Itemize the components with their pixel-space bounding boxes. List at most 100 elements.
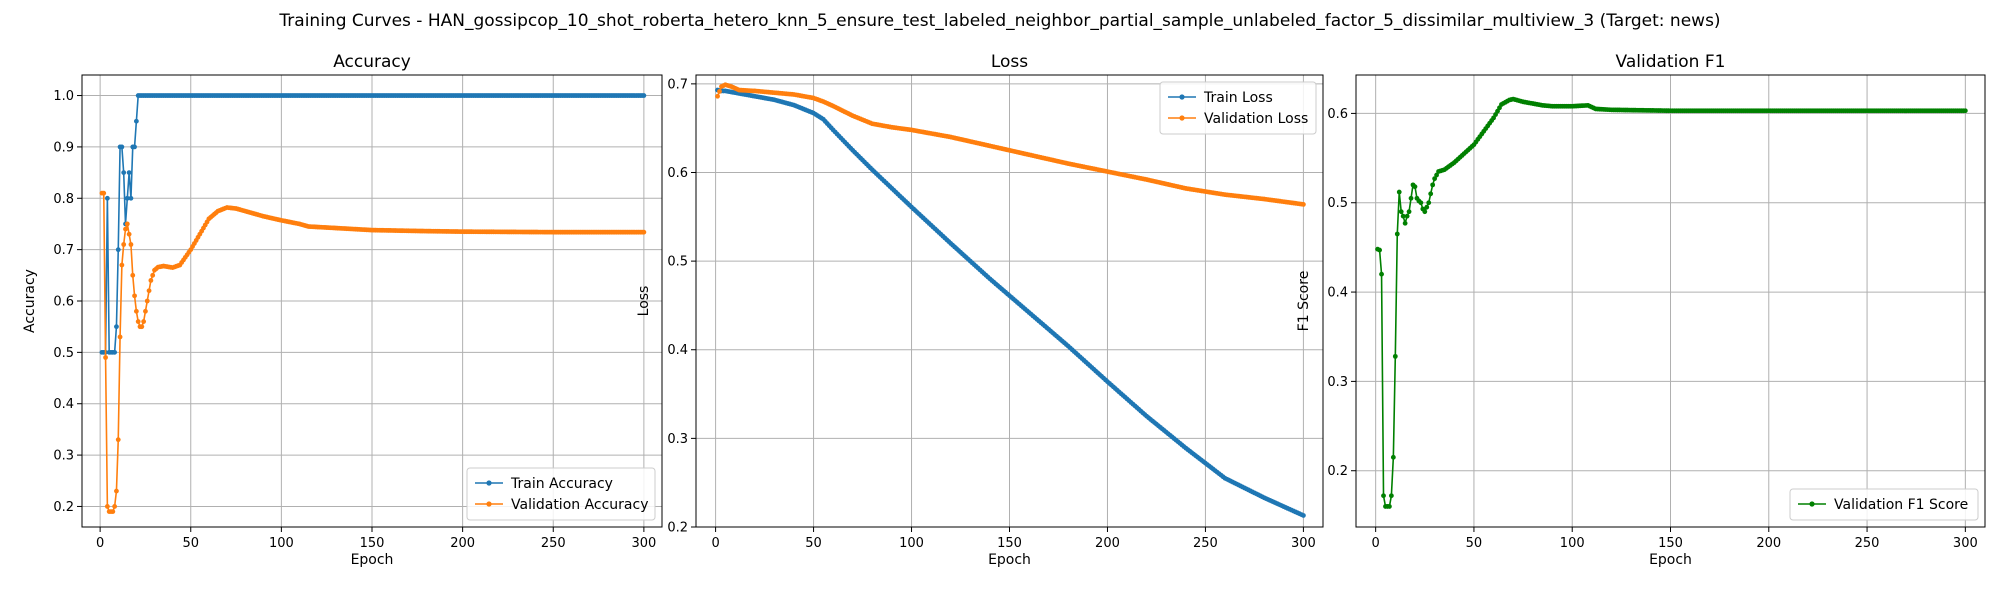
y-tick-label: 0.8 [53,192,74,207]
legend-box [466,467,656,521]
y-tick-label: 0.6 [667,166,688,181]
series-line [1377,98,1966,508]
data-point [1412,184,1418,190]
y-tick-label: 0.7 [667,77,688,92]
data-point [119,144,125,150]
data-point [1402,220,1408,226]
legend-label: Validation F1 Score [1834,497,1968,513]
x-tick-label: 250 [1855,536,1880,551]
legend: Train Accuracy Validation Accuracy [466,467,656,521]
y-tick-label: 0.4 [667,343,688,358]
panel-title: Validation F1 [1616,52,1726,72]
data-point [1426,200,1432,206]
data-point [123,226,128,232]
x-tick-label: 0 [711,536,719,551]
data-point [1434,172,1439,178]
loss-panel: 0 50 100 150 200 250 300 0.2 0.3 0.4 0.5 0.6 0.7 Loss… [636,52,1324,568]
y-tick-label: 0.5 [667,255,688,270]
series-train-loss [715,87,1306,518]
y-tick-label: 0.5 [53,346,74,361]
x-axis-label: Epoch [1649,552,1692,568]
panel-title: Accuracy [333,52,411,72]
series-validation-accuracy [99,190,647,514]
x-tick-label: 50 [1466,536,1483,551]
data-point [1408,195,1414,201]
y-tick-label: 0.9 [53,140,74,155]
data-point [112,504,118,509]
legend-label: Validation Accuracy [511,497,649,513]
data-point [124,195,130,201]
data-point [110,509,116,514]
data-point [143,308,148,314]
figure-title: Training Curves - HAN_gossipcop_10_shot_… [278,11,1720,31]
y-tick-label: 0.3 [53,449,74,464]
data-point [1406,209,1412,215]
data-point [144,298,150,304]
data-point [1301,513,1306,518]
data-point [133,308,139,314]
data-point [119,262,125,268]
data-point [1387,504,1392,509]
series-line [717,89,1304,517]
data-point [132,293,137,299]
data-point [114,488,119,494]
data-point [148,278,154,283]
x-tick-label: 300 [631,536,656,551]
legend: Train Loss Validation Loss [1159,81,1317,135]
x-tick-label: 200 [1095,536,1120,551]
data-point [112,349,118,355]
y-axis-label: Loss [636,286,652,317]
data-point [139,324,145,330]
data-point [1430,182,1436,188]
legend-swatch-marker [1809,501,1815,507]
series-validation-f1-score [1375,96,1968,509]
data-point [715,93,720,99]
data-point [1424,204,1430,210]
data-point [1962,108,1968,114]
data-point [1301,202,1306,207]
data-point [1396,189,1402,195]
data-point [1422,209,1428,215]
x-tick-label: 100 [1560,536,1585,551]
data-point [121,242,127,247]
data-point [104,504,110,509]
data-point [126,170,132,175]
x-tick-label: 0 [96,536,104,551]
accuracy-panel: 0 50 100 150 200 250 300 0.2 0.3 0.4 0.5 0.6 0.7 0.8 0… [22,52,663,568]
series-train-accuracy [99,93,647,355]
data-point [133,118,139,124]
validation-f1-panel: 0 50 100 150 200 250 300 0.2 0.3 0.4 0.5 0.6 Validat… [1296,52,1986,568]
data-point [641,229,647,235]
x-tick-label: 300 [1291,536,1316,551]
data-point [1379,271,1384,277]
data-point [1428,191,1434,197]
legend-box [1159,81,1317,135]
y-tick-label: 0.6 [1327,107,1348,122]
data-point [135,319,141,324]
data-point [1398,209,1404,215]
data-point [1394,231,1400,237]
x-tick-label: 100 [269,536,294,551]
data-point [1432,176,1438,182]
x-tick-label: 150 [997,536,1022,551]
data-point [104,195,110,201]
data-point [146,288,152,294]
y-axis-label: Accuracy [22,269,38,333]
data-point [1400,213,1406,219]
y-tick-label: 0.4 [53,397,74,412]
x-tick-label: 300 [1953,536,1978,551]
data-point [1388,493,1394,499]
data-point [150,272,156,278]
data-point [1404,213,1410,219]
y-axis-label: F1 Score [1296,271,1312,332]
legend-label: Train Accuracy [510,476,613,492]
x-tick-label: 100 [899,536,924,551]
data-point [115,437,121,443]
data-point [114,324,119,330]
data-point [124,221,130,227]
legend-box [1789,488,1979,521]
data-point [128,242,134,247]
y-tick-label: 1.0 [53,89,74,104]
data-point [641,93,647,98]
